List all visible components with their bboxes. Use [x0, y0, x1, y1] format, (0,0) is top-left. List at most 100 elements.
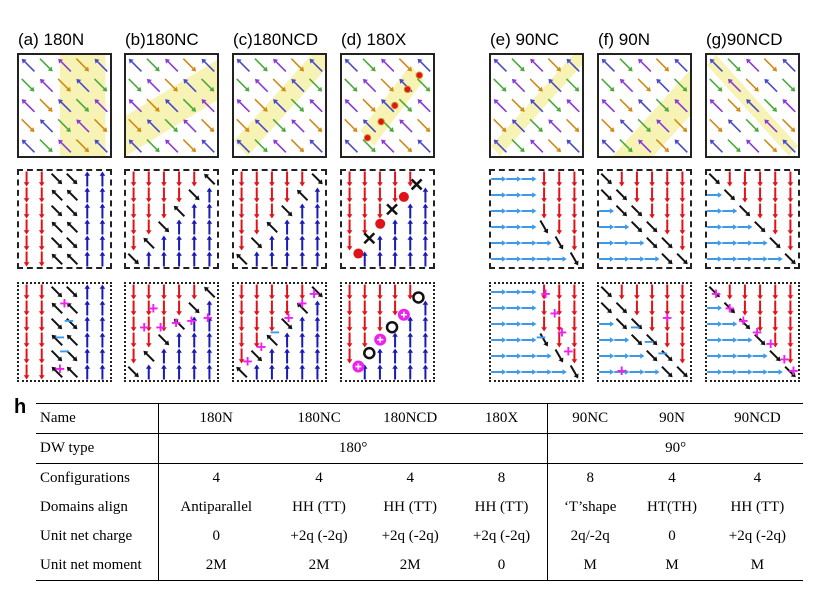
spin-arrow: [236, 118, 250, 133]
spin-arrow: [314, 300, 321, 316]
spin-arrow: [548, 119, 562, 133]
positive-charge-mark: +: [563, 342, 573, 361]
spin-arrow: [491, 176, 507, 182]
cell: M: [632, 551, 712, 581]
spin-arrow: [206, 219, 213, 235]
spin-arrow: [269, 316, 275, 332]
spin-arrow: [57, 118, 71, 133]
spin-arrow: [491, 256, 507, 262]
spin-arrow: [23, 171, 30, 187]
spin-arrow: [254, 58, 268, 72]
spin-arrow: [416, 118, 431, 133]
vortex-ring: [412, 291, 425, 304]
spin-arrow: [664, 187, 671, 203]
cell: 4: [406, 470, 414, 486]
spin-arrow: [521, 208, 537, 214]
spin-arrow: [21, 58, 36, 73]
spin-arrow: [630, 333, 643, 346]
panel-90NC-top: [489, 53, 584, 158]
spin-arrow: [547, 58, 562, 72]
spin-arrow: [238, 219, 245, 235]
spin-arrow: [377, 348, 383, 364]
cell: 0: [668, 528, 676, 544]
cell: HH (TT): [455, 493, 549, 522]
spin-arrow: [571, 332, 578, 348]
spin-arrow: [673, 118, 688, 133]
spin-arrow: [191, 316, 198, 332]
spin-arrow: [571, 284, 578, 300]
spin-arrow: [707, 321, 723, 327]
panel-90NCD-mid: [705, 169, 800, 269]
spin-arrow: [238, 332, 245, 348]
spin-arrow: [646, 220, 658, 233]
spin-arrow: [344, 139, 359, 153]
spin-arrow: [377, 187, 383, 203]
spin-arrow: [746, 58, 760, 73]
spin-arrow: [290, 58, 305, 72]
spin-arrow: [236, 253, 248, 266]
spin-arrow: [722, 240, 738, 246]
panel-drawing: +++++++: [707, 284, 798, 380]
spin-arrow: [787, 284, 794, 300]
spin-arrow: [614, 240, 630, 246]
spin-arrow: [50, 236, 63, 249]
spin-arrow: [506, 369, 522, 375]
spin-arrow: [772, 284, 779, 300]
spin-arrow: [344, 99, 359, 113]
spin-arrow: [566, 139, 580, 153]
spin-arrow: [165, 139, 179, 153]
spin-arrow: [346, 284, 353, 300]
spin-arrow: [763, 98, 778, 112]
spin-arrow: [752, 353, 768, 359]
spin-arrow: [757, 203, 763, 219]
spin-arrow: [191, 235, 198, 251]
spin-arrow: [299, 251, 306, 267]
panel-drawing: [21, 55, 108, 156]
spin-arrow: [618, 284, 625, 300]
spin-arrow: [600, 188, 612, 201]
panel-180NC-bot: + + + + + +: [124, 282, 219, 382]
spin-arrow: [521, 305, 537, 311]
spin-arrow: [416, 78, 431, 92]
spin-arrow: [146, 78, 161, 93]
spin-arrow: [23, 316, 30, 332]
spin-arrow: [58, 139, 72, 153]
spin-arrow: [377, 171, 383, 187]
spin-arrow: [422, 348, 429, 364]
spin-arrow: [392, 219, 398, 235]
spin-arrow: [782, 139, 796, 153]
panel-180NCD-top: [232, 53, 327, 158]
spin-arrow: [787, 171, 794, 187]
spin-arrow: [157, 333, 170, 346]
spin-arrow: [362, 138, 376, 153]
cell: 0: [455, 551, 549, 581]
spin-arrow: [491, 192, 507, 198]
cell: Antiparallel: [180, 499, 253, 515]
cell: 4: [668, 470, 676, 486]
spin-arrow: [23, 219, 30, 235]
spin-arrow: [506, 289, 522, 295]
spin-arrow: [191, 219, 198, 235]
spin-arrow: [84, 219, 91, 235]
spin-arrow: [655, 58, 670, 72]
spin-arrow: [661, 365, 673, 378]
spin-arrow: [290, 138, 305, 153]
spin-arrow: [38, 300, 45, 316]
spin-arrow: [76, 78, 90, 93]
spin-arrow: [38, 187, 45, 203]
panel-180N-top: [17, 53, 112, 158]
spin-arrow: [407, 316, 414, 332]
spin-arrow: [615, 188, 628, 201]
spin-arrow: [723, 301, 736, 314]
panel-drawing: [599, 171, 688, 265]
spin-arrow: [346, 332, 353, 348]
positive-charge-mark: +: [297, 294, 307, 313]
label-a: (a) 180N: [18, 30, 85, 49]
spin-arrow: [23, 203, 30, 219]
positive-charge-mark: +: [752, 323, 762, 342]
spin-arrow: [145, 332, 152, 348]
spin-arrow: [38, 348, 45, 364]
spin-arrow: [57, 78, 71, 92]
spin-arrow: [191, 332, 198, 348]
spin-arrow: [781, 78, 796, 92]
